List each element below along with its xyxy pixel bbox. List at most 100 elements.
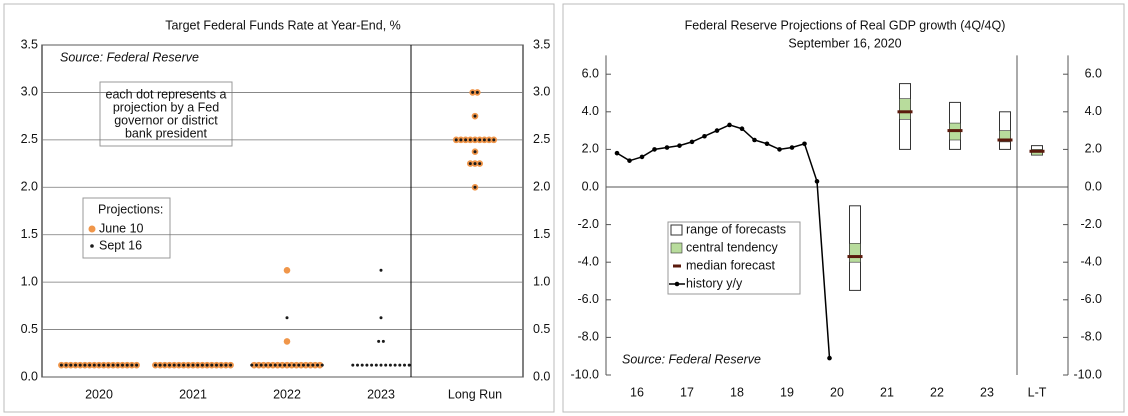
dot bbox=[92, 363, 96, 367]
dot bbox=[273, 363, 277, 367]
dot bbox=[259, 363, 263, 367]
dot bbox=[473, 162, 477, 166]
y-tick-label-right: 6.0 bbox=[1085, 66, 1102, 80]
dot bbox=[283, 338, 291, 345]
y-tick-label: 2.5 bbox=[21, 132, 38, 146]
dot bbox=[125, 363, 129, 367]
y-tick-label-right: -8.0 bbox=[1080, 330, 1102, 344]
dot bbox=[381, 339, 385, 343]
dot bbox=[219, 363, 223, 367]
dot bbox=[351, 363, 355, 367]
right-panel bbox=[562, 3, 1125, 413]
y-tick-label: -4.0 bbox=[577, 254, 599, 268]
y-tick-label: 6.0 bbox=[582, 66, 599, 80]
dot bbox=[301, 363, 305, 367]
dot bbox=[229, 363, 233, 367]
history-point bbox=[714, 128, 720, 133]
y-tick-label-right: 3.0 bbox=[533, 85, 550, 99]
dot bbox=[135, 363, 139, 367]
legend-marker bbox=[90, 244, 94, 248]
x-tick-label: 2023 bbox=[367, 387, 395, 401]
dot bbox=[473, 114, 477, 118]
dot bbox=[384, 363, 388, 367]
dot bbox=[224, 363, 228, 367]
dot bbox=[177, 363, 181, 367]
dot bbox=[264, 361, 272, 369]
legend-marker bbox=[670, 224, 683, 236]
dot bbox=[478, 162, 482, 166]
history-point bbox=[689, 139, 695, 145]
dot bbox=[250, 363, 254, 367]
dot bbox=[83, 363, 87, 367]
dot bbox=[186, 363, 190, 367]
dot bbox=[97, 363, 101, 367]
dot bbox=[250, 361, 258, 369]
history-point bbox=[802, 141, 807, 147]
dot bbox=[388, 363, 392, 367]
x-tick-label: 17 bbox=[680, 385, 694, 399]
legend-marker bbox=[674, 281, 680, 287]
y-tick-label-right: 0.0 bbox=[533, 369, 550, 383]
central-box bbox=[899, 98, 911, 120]
dot bbox=[285, 316, 289, 320]
x-tick-label: 20 bbox=[830, 385, 844, 399]
history-point bbox=[664, 145, 670, 150]
dot bbox=[379, 363, 383, 367]
dot bbox=[473, 150, 477, 154]
dot bbox=[356, 363, 359, 367]
x-tick-label: 23 bbox=[980, 385, 994, 399]
dot bbox=[306, 363, 310, 367]
history-point bbox=[789, 145, 795, 150]
dot bbox=[311, 361, 319, 369]
dot bbox=[487, 138, 491, 142]
central-box bbox=[849, 243, 861, 263]
y-tick-label-right: 4.0 bbox=[1085, 104, 1102, 118]
history-point bbox=[752, 137, 757, 143]
annotation: governor or district bbox=[114, 113, 218, 127]
dot bbox=[78, 363, 82, 367]
y-tick-label: 0.0 bbox=[21, 369, 38, 383]
dot bbox=[172, 363, 176, 367]
chart-title: Federal Reserve Projections of Real GDP … bbox=[685, 18, 1006, 32]
y-tick-label: 4.0 bbox=[582, 104, 599, 118]
dot bbox=[377, 339, 381, 343]
x-tick-label: 18 bbox=[730, 385, 744, 399]
dot bbox=[393, 363, 397, 367]
x-tick-label: 21 bbox=[880, 385, 894, 399]
dot bbox=[260, 361, 267, 369]
chart-subtitle: September 16, 2020 bbox=[788, 36, 901, 50]
dot bbox=[482, 138, 486, 142]
source: Source: Federal Reserve bbox=[60, 50, 199, 64]
legend-marker bbox=[670, 242, 683, 254]
x-tick-label: 2020 bbox=[85, 387, 113, 401]
dot bbox=[168, 363, 171, 367]
dot bbox=[210, 363, 214, 367]
dot bbox=[69, 363, 73, 367]
history-point bbox=[639, 154, 645, 160]
history-point bbox=[727, 122, 732, 128]
x-tick-label: 22 bbox=[930, 385, 944, 399]
x-tick-label: L-T bbox=[1028, 385, 1047, 399]
history-point bbox=[677, 143, 682, 148]
legend-label: median forecast bbox=[686, 258, 775, 272]
y-tick-label: -6.0 bbox=[577, 292, 599, 306]
source: Source: Federal Reserve bbox=[622, 352, 761, 366]
dot bbox=[454, 138, 458, 142]
dot bbox=[292, 363, 296, 367]
dot bbox=[269, 361, 277, 369]
annotation: each dot represents a bbox=[106, 87, 227, 101]
x-tick-label: 2021 bbox=[179, 387, 207, 401]
dot bbox=[307, 361, 314, 369]
legend-marker bbox=[88, 225, 96, 233]
legend-label: history y/y bbox=[686, 276, 743, 290]
dot bbox=[200, 363, 204, 367]
y-tick-label: -10.0 bbox=[571, 367, 600, 381]
dot bbox=[293, 361, 300, 369]
dot bbox=[283, 363, 287, 367]
history-point bbox=[764, 141, 770, 147]
dot bbox=[374, 363, 378, 367]
dot bbox=[153, 363, 157, 367]
dot bbox=[158, 363, 162, 367]
annotation: bank president bbox=[125, 126, 208, 140]
y-tick-label-right: 0.0 bbox=[1085, 179, 1102, 193]
